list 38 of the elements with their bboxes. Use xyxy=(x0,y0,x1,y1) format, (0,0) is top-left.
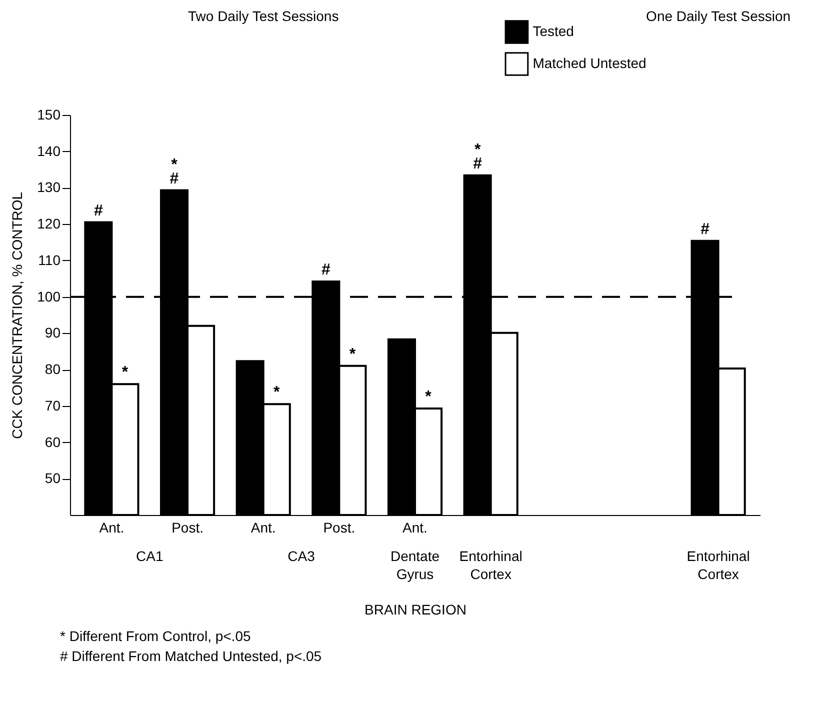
x-tick-label: Ant. xyxy=(402,520,428,536)
data-label: * xyxy=(274,384,281,402)
y-tick-label: 100 xyxy=(37,288,61,304)
text: Entorhinal Cortex xyxy=(459,548,522,582)
data-label: # xyxy=(94,202,103,220)
data-label: # xyxy=(321,262,330,279)
text: # Different From Matched Untested, p<.05 xyxy=(60,648,322,664)
y-tick-label: 80 xyxy=(44,361,61,378)
text: * # xyxy=(170,156,179,188)
legend-label: Matched Untested xyxy=(532,55,646,71)
y-tick-label: 110 xyxy=(38,252,61,268)
y-tick-label: 50 xyxy=(44,470,61,486)
x-tick-label: Post. xyxy=(323,520,356,536)
text: Dentate Gyrus xyxy=(390,548,440,582)
y-tick-label: 140 xyxy=(37,142,61,159)
text: Two Daily Test Sessions xyxy=(188,8,339,24)
legend-label: Tested xyxy=(532,23,574,39)
text: Entorhinal Cortex xyxy=(686,548,750,582)
data-label: * xyxy=(349,346,356,363)
x-tick-label: Ant. xyxy=(250,520,276,536)
data-label: * xyxy=(425,388,432,406)
text: One Daily Test Session xyxy=(646,8,791,24)
x-tick-label: Post. xyxy=(172,520,204,536)
x-tick-label: Ant. xyxy=(99,520,124,536)
y-tick-label: 90 xyxy=(44,324,61,341)
data-label: # xyxy=(700,220,710,238)
y-tick-label: 130 xyxy=(37,179,61,196)
x-axis-title: BRAIN REGION xyxy=(364,602,466,618)
text: CA1 xyxy=(136,548,164,564)
y-tick-label: 70 xyxy=(44,397,61,414)
y-tick-label: 120 xyxy=(37,216,61,232)
text: CA3 xyxy=(288,548,316,564)
y-tick-label: 60 xyxy=(44,434,61,450)
text: * Different From Control, p<.05 xyxy=(60,628,251,644)
y-axis-title: CCK CONCENTRATION, % CONTROL xyxy=(9,192,26,440)
text: * # xyxy=(473,141,482,172)
data-label: * xyxy=(122,364,129,382)
y-tick-label: 150 xyxy=(37,106,61,122)
